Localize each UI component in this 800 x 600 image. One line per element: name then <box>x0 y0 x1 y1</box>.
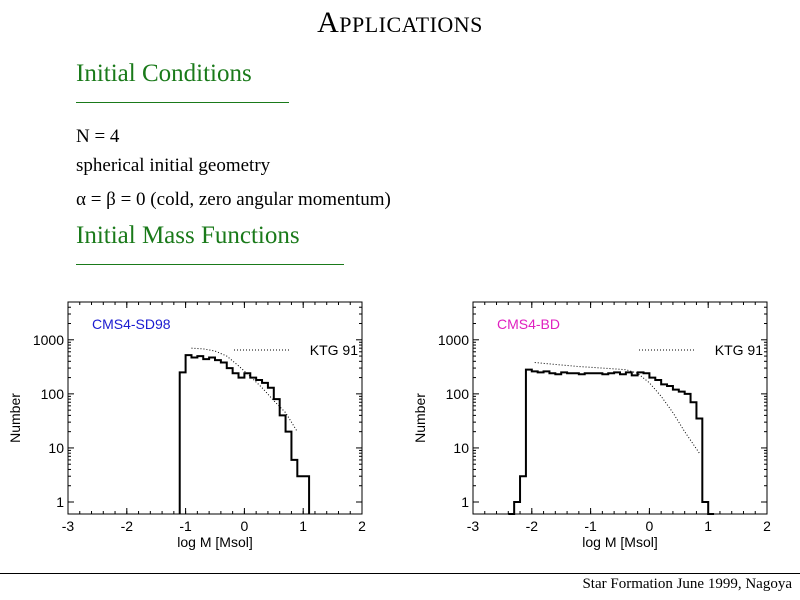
condition-geometry: spherical initial geometry <box>76 155 271 176</box>
slide-title-rest: PPLICATIONS <box>339 12 483 37</box>
y-tick-label: 1000 <box>33 332 64 348</box>
y-tick-label: 10 <box>453 440 469 456</box>
section-heading-initial-conditions: Initial Conditions <box>76 60 252 87</box>
x-axis-label: log M [Msol] <box>582 534 657 550</box>
ktg91-series <box>534 362 700 454</box>
chart-title: CMS4-BD <box>497 316 560 332</box>
y-tick-label: 1 <box>461 494 469 510</box>
x-tick-label: 0 <box>646 518 654 534</box>
slide-title: APPLICATIONS <box>0 6 800 40</box>
ktg91-series <box>191 347 298 432</box>
y-tick-label: 100 <box>41 386 65 402</box>
section-underline-2 <box>76 264 344 265</box>
x-tick-label: -1 <box>179 518 192 534</box>
section-heading-imf: Initial Mass Functions <box>76 222 300 249</box>
x-tick-label: 0 <box>241 518 249 534</box>
section-underline-1 <box>76 102 289 103</box>
legend-label: KTG 91 <box>310 342 358 358</box>
y-axis-label: Number <box>7 393 23 443</box>
x-tick-label: -1 <box>584 518 597 534</box>
slide-title-initial: A <box>317 6 340 39</box>
footer-text: Star Formation June 1999, Nagoya <box>582 576 792 592</box>
y-tick-label: 10 <box>48 440 64 456</box>
histogram-series <box>178 354 311 514</box>
y-tick-label: 1000 <box>438 332 469 348</box>
y-tick-label: 100 <box>446 386 470 402</box>
legend-label: KTG 91 <box>715 342 763 358</box>
histogram-series <box>508 368 715 515</box>
plot-frame <box>472 301 768 515</box>
y-axis-label: Number <box>412 393 428 443</box>
x-tick-label: 2 <box>763 518 771 534</box>
x-tick-label: 2 <box>358 518 366 534</box>
x-tick-label: -3 <box>467 518 480 534</box>
x-tick-label: 1 <box>704 518 712 534</box>
y-tick-label: 1 <box>56 494 64 510</box>
imf-chart-cms4-sd98: -3 -2 -1 0 1 2 1 10 100 1000 log M [Msol] Number CMS… <box>7 301 366 550</box>
plot-frame <box>67 301 363 515</box>
imf-chart-cms4-bd: -3 -2 -1 0 1 2 1 10 100 1000 log M [Msol] Number CMS… <box>412 301 771 550</box>
condition-alpha-beta: α = β = 0 (cold, zero angular momentum) <box>76 189 391 210</box>
chart-title: CMS4-SD98 <box>92 316 171 332</box>
x-tick-label: -2 <box>121 518 134 534</box>
x-tick-label: -3 <box>62 518 75 534</box>
x-tick-label: -2 <box>526 518 539 534</box>
footer-rule <box>0 573 800 574</box>
x-axis-label: log M [Msol] <box>177 534 252 550</box>
condition-n: N = 4 <box>76 126 120 147</box>
x-tick-label: 1 <box>299 518 307 534</box>
